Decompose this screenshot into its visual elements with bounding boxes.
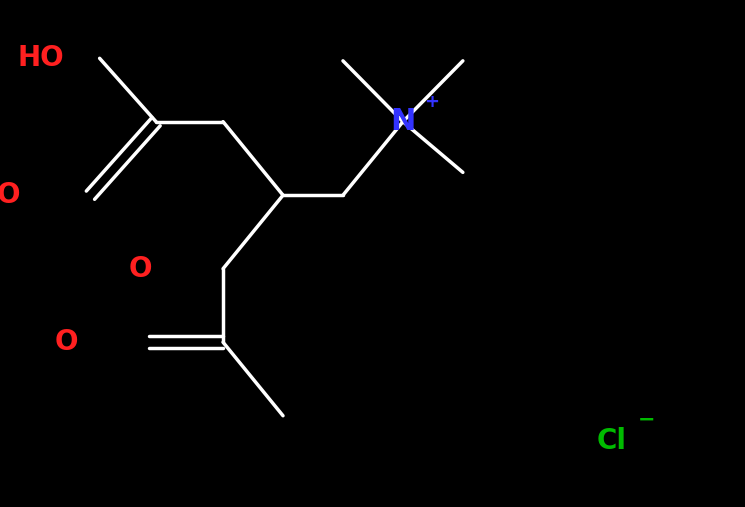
Text: O: O — [55, 328, 78, 356]
Text: Cl: Cl — [597, 427, 627, 455]
Text: N: N — [390, 107, 416, 136]
Text: O: O — [0, 181, 20, 209]
Text: O: O — [129, 255, 153, 283]
Text: +: + — [424, 92, 439, 111]
Text: HO: HO — [18, 44, 64, 73]
Text: −: − — [638, 410, 656, 430]
